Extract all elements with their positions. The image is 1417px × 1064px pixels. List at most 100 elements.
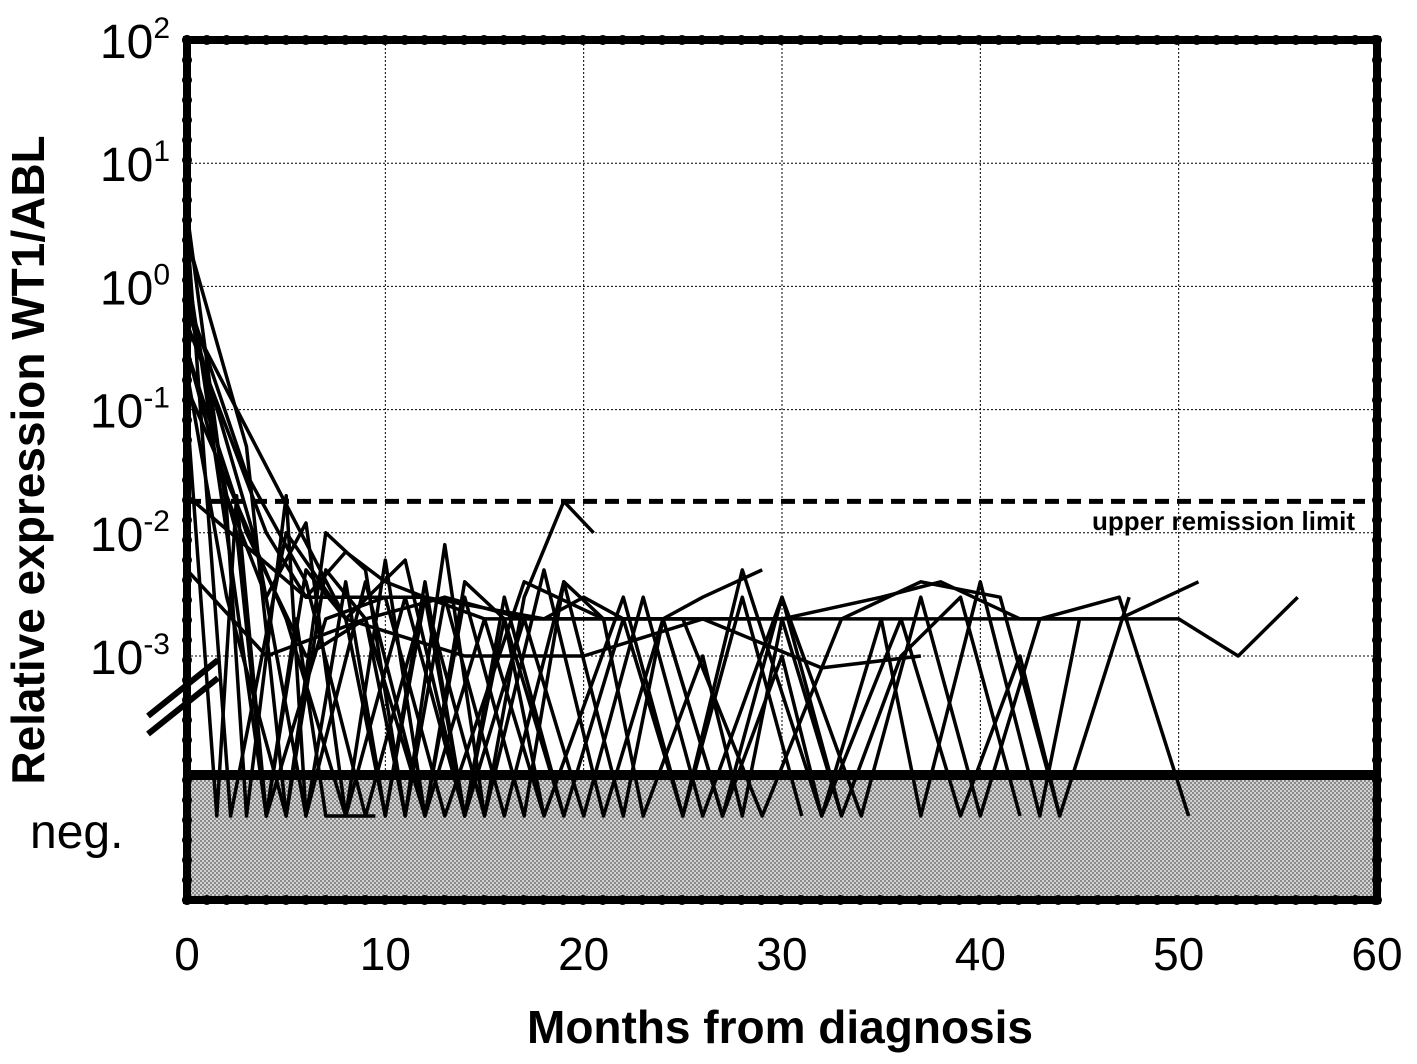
border-stud (1372, 335, 1382, 345)
border-stud (1191, 895, 1202, 905)
border-stud (597, 35, 608, 45)
border-stud (578, 895, 588, 905)
y-tick-label-5: 10-3 (90, 628, 170, 685)
threshold-label: upper remission limit (1092, 506, 1355, 536)
negative-band (187, 770, 1377, 900)
border-stud (1033, 35, 1044, 45)
border-stud (815, 895, 826, 905)
border-stud (182, 495, 192, 505)
border-stud (617, 895, 628, 905)
y-axis-label: Relative expression WT1/ABL (2, 135, 54, 784)
border-stud (1372, 775, 1382, 785)
border-stud (1092, 895, 1103, 905)
border-stud (1372, 415, 1382, 425)
x-axis-label: Months from diagnosis (527, 1001, 1033, 1053)
negative-band-fill (187, 775, 1377, 900)
x-tick-label-5: 50 (1153, 928, 1204, 980)
border-stud (617, 35, 628, 45)
border-stud (182, 735, 192, 745)
border-stud (1053, 895, 1064, 905)
border-stud (558, 35, 569, 45)
border-stud (1372, 175, 1382, 185)
series-line-15 (185, 305, 1062, 818)
border-stud (182, 375, 192, 385)
border-stud (1132, 35, 1143, 45)
border-stud (597, 895, 608, 905)
border-stud (479, 895, 489, 905)
axis-break-mark (146, 657, 220, 719)
border-stud (1350, 895, 1361, 905)
border-stud (657, 35, 668, 45)
border-stud (835, 895, 846, 905)
border-stud (1231, 895, 1242, 905)
y-tick-label-3: 10-1 (90, 382, 170, 439)
border-stud (1372, 35, 1382, 45)
border-stud (914, 35, 925, 45)
border-stud (1372, 215, 1382, 225)
border-stud (1372, 255, 1382, 265)
y-tick-label-2: 100 (100, 258, 170, 315)
border-stud (300, 895, 311, 905)
border-stud (1372, 515, 1382, 525)
border-stud (1372, 275, 1382, 285)
border-stud (1372, 815, 1382, 825)
y-tick-label-4: 10-2 (90, 505, 170, 562)
border-stud (1372, 595, 1382, 605)
border-stud (1191, 35, 1202, 45)
border-stud (1053, 35, 1064, 45)
border-stud (736, 895, 747, 905)
border-stud (300, 35, 311, 45)
border-stud (182, 75, 192, 85)
border-stud (201, 35, 212, 45)
border-stud (1372, 75, 1382, 85)
x-tick-label-0: 0 (174, 928, 200, 980)
border-stud (637, 895, 648, 905)
border-stud (835, 35, 846, 45)
border-stud (360, 895, 371, 905)
border-stud (894, 35, 905, 45)
series-line-5 (185, 297, 844, 818)
border-stud (1152, 895, 1163, 905)
border-stud (855, 35, 866, 45)
border-stud (578, 35, 588, 45)
border-stud (875, 35, 885, 45)
border-stud (954, 35, 965, 45)
border-stud (1372, 795, 1382, 805)
border-stud (894, 895, 905, 905)
border-stud (1372, 355, 1382, 365)
border-stud (776, 895, 786, 905)
border-stud (1372, 615, 1382, 625)
border-stud (1132, 895, 1143, 905)
border-stud (182, 635, 192, 645)
border-stud (182, 95, 192, 105)
border-stud (954, 895, 965, 905)
border-stud (1372, 635, 1382, 645)
border-stud (716, 895, 727, 905)
border-stud (1271, 35, 1281, 45)
border-stud (182, 875, 192, 885)
border-stud (182, 835, 192, 845)
border-stud (1372, 395, 1382, 405)
border-stud (182, 415, 192, 425)
tick-labels: 0 10 20 30 40 50 60 102 101 100 10-1 10-2 10-3 (90, 12, 1403, 980)
patient-series (185, 211, 1299, 818)
border-stud (182, 655, 192, 665)
y-tick-label-0: 102 (100, 12, 170, 69)
border-stud (182, 535, 192, 545)
border-stud (1372, 535, 1382, 545)
border-stud (1350, 35, 1361, 45)
border-stud (320, 35, 331, 45)
border-stud (1372, 195, 1382, 205)
border-stud (182, 275, 192, 285)
border-stud (439, 895, 450, 905)
border-stud (696, 35, 707, 45)
border-stud (1013, 895, 1024, 905)
border-stud (1372, 755, 1382, 765)
border-stud (657, 895, 668, 905)
border-stud (974, 895, 984, 905)
border-stud (182, 135, 192, 145)
border-stud (459, 895, 470, 905)
border-stud (182, 335, 192, 345)
border-stud (1251, 35, 1262, 45)
border-stud (1372, 235, 1382, 245)
